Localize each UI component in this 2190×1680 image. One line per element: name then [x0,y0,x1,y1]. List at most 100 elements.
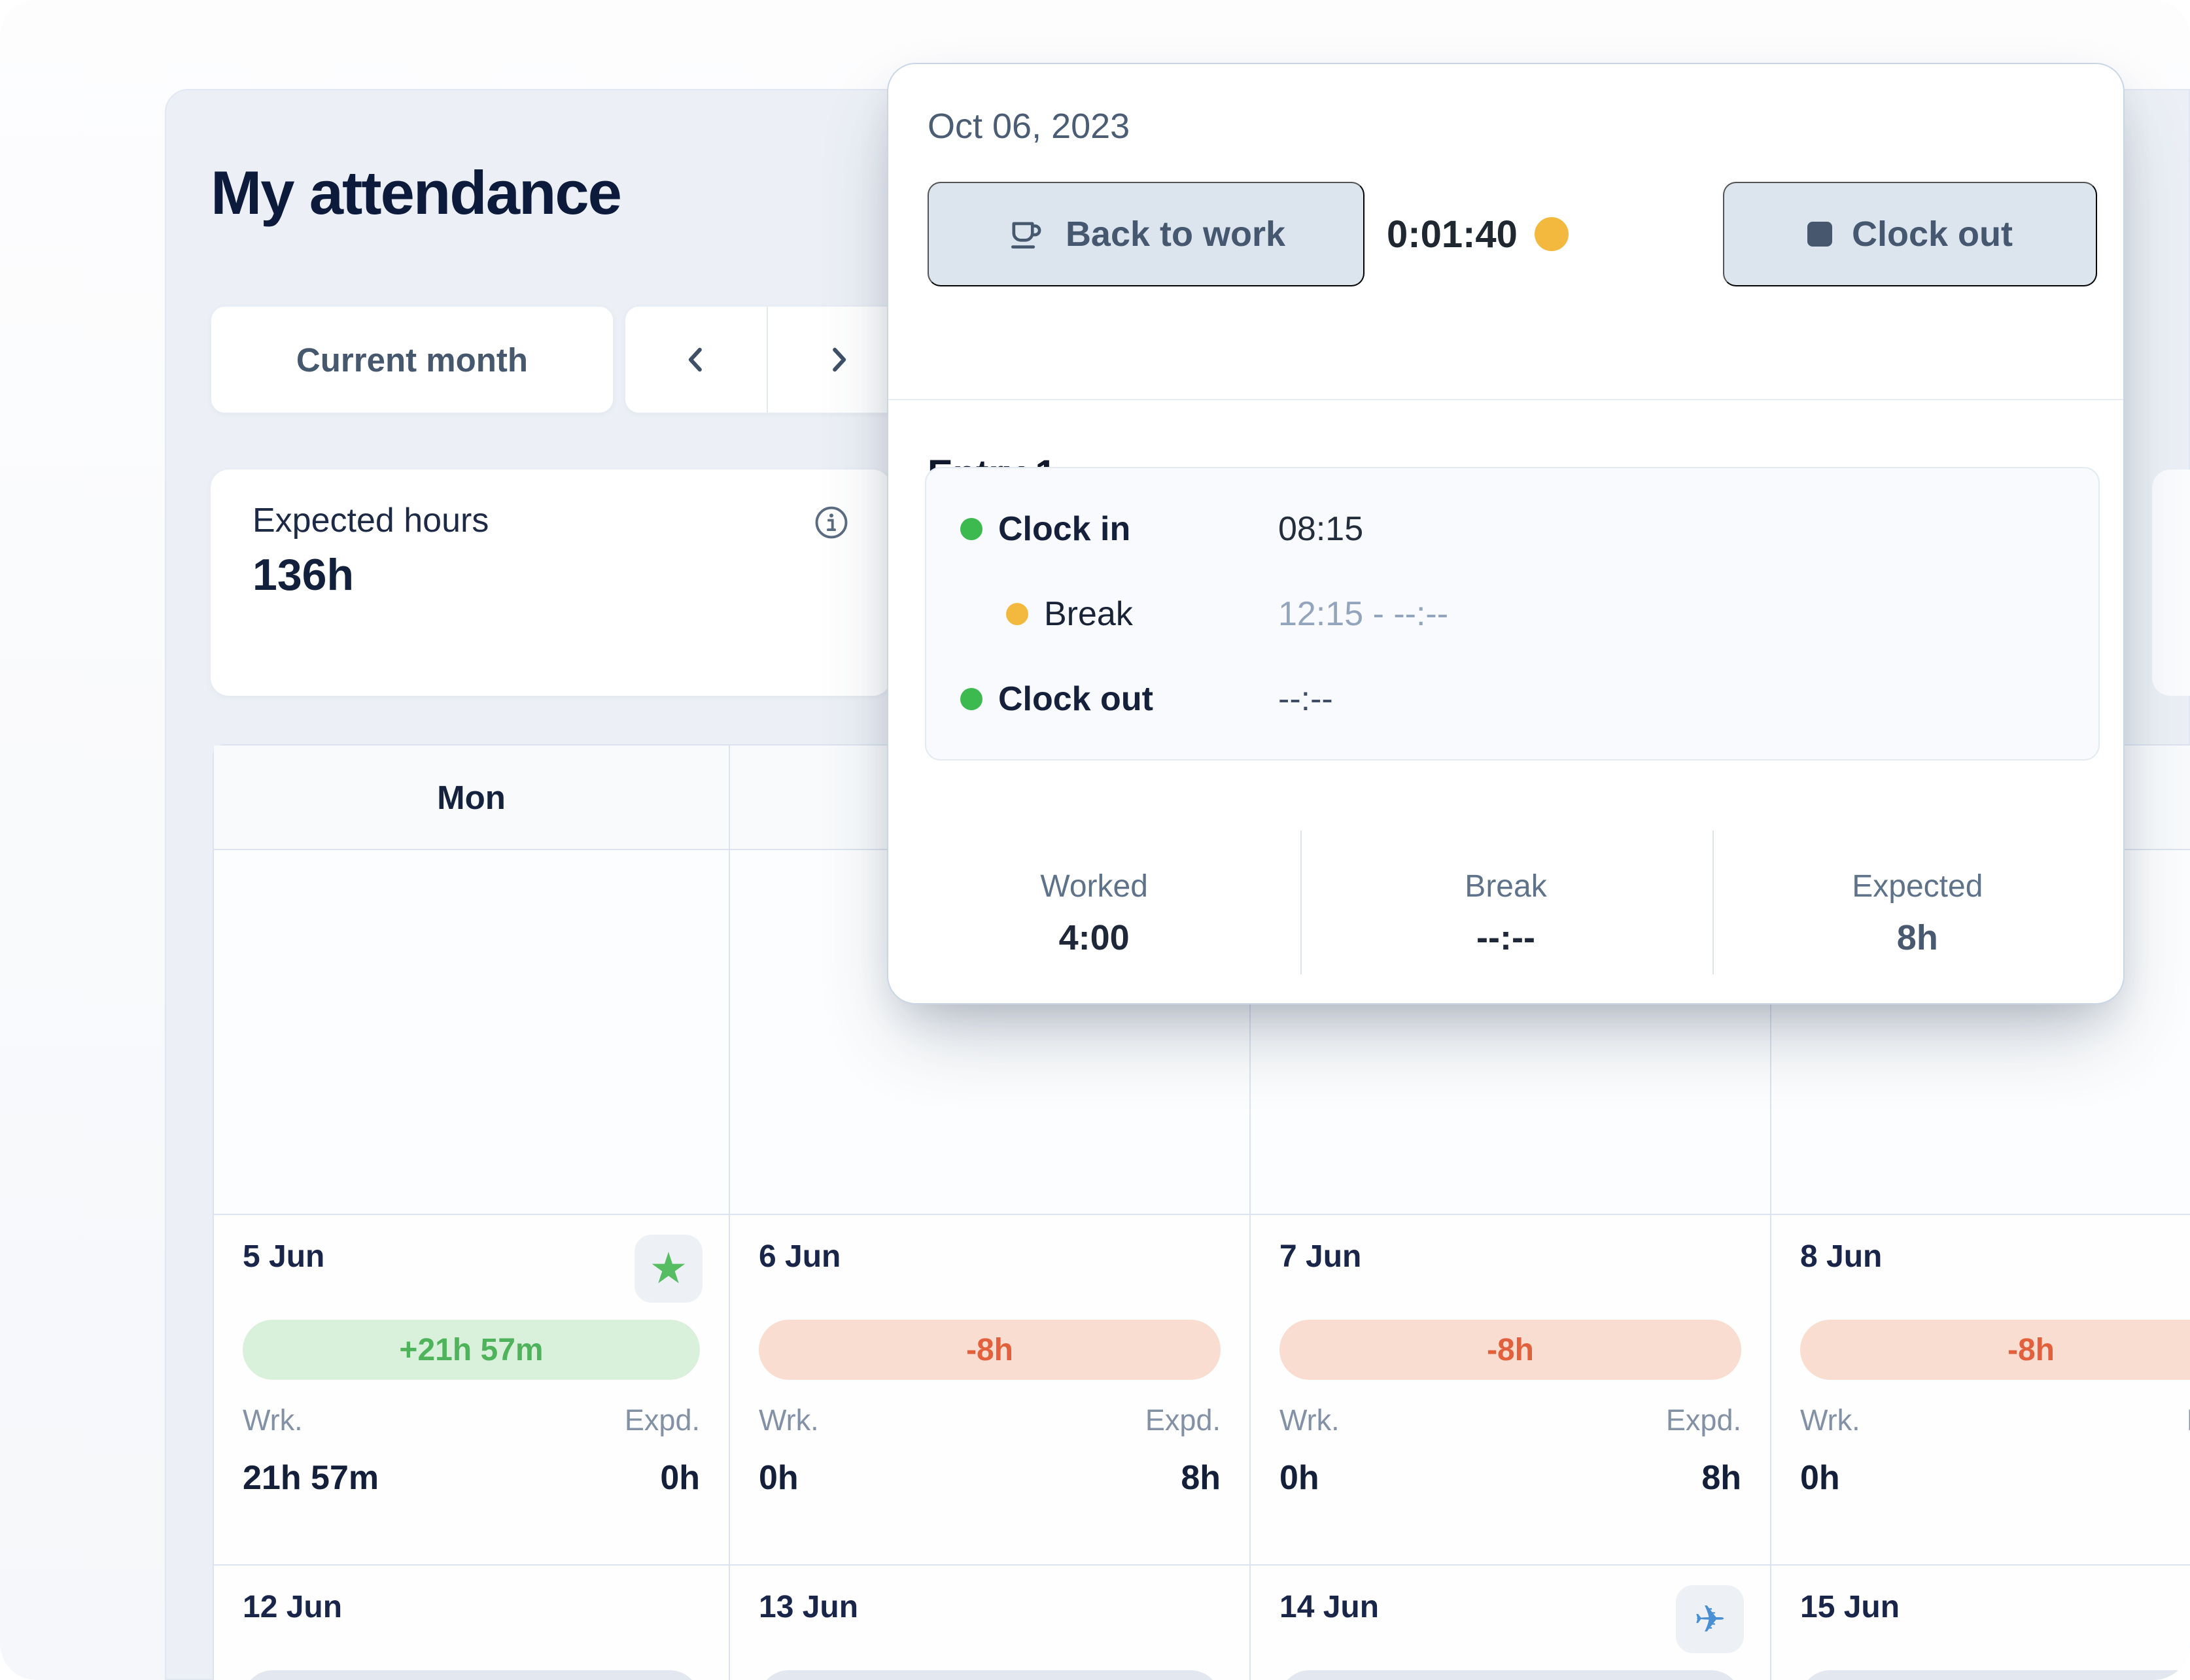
expected-stat-label: Expd. [624,1403,700,1437]
day-date-label: 12 Jun [243,1590,343,1624]
expected-stat-label: Expd. [1665,1403,1741,1437]
calendar-day-cell[interactable]: 15 Jun✈ [1771,1566,2190,1680]
calendar-empty-cell [214,850,730,1215]
summary-expected: Expected 8h [1712,815,2123,1003]
calendar-day-cell[interactable]: 6 Jun -8h Wrk. 0h Expd. 8h [730,1215,1251,1566]
day-stats: Wrk.0h Expd. 8h [759,1403,1221,1498]
worked-stat: Wrk. 0h [1800,1403,1860,1498]
day-date-label: 15 Jun [1800,1590,1900,1624]
entry-card: Clock in 08:15 Break 12:15 - --:-- Clock… [925,467,2100,761]
coffee-cup-icon [1011,222,1041,249]
worked-stat-value: 0h [1800,1459,1840,1497]
clock-out-row-label: Clock out [998,680,1153,718]
period-selector-button[interactable]: Current month [211,306,614,413]
worked-stat-label: Wrk. [759,1403,819,1437]
airplane-icon: ✈ [1694,1597,1726,1641]
clock-in-label: Clock in [998,510,1131,548]
worked-stat-label: Wrk. [243,1403,303,1437]
day-header-cell: Mon [214,746,730,850]
expected-stat-label: Expd. [1145,1403,1221,1437]
break-status-dot [1534,217,1569,251]
summary-worked-value: 4:00 [1058,918,1130,957]
expected-hours-label: Expected hours [252,502,489,540]
calendar-day-cell[interactable]: 14 Jun ✈ [1251,1566,1771,1680]
summary-break-label: Break [1465,869,1547,904]
popup-header-divider [888,399,2123,400]
day-date-label: 14 Jun [1279,1590,1380,1624]
break-value: 12:15 - --:-- [1278,595,1449,633]
worked-stat-value: 21h 57m [243,1459,379,1497]
green-dot-icon [960,518,982,540]
day-summary: Worked 4:00 Break --:-- Expected 8h [888,815,2123,1003]
back-to-work-button[interactable]: Back to work [928,182,1364,286]
calendar-day-cell[interactable]: 8 Jun -8h Wrk. 0h Expd.8h [1771,1215,2190,1566]
expected-stat: Expd. 0h [625,1403,700,1498]
calendar-day-cell[interactable]: 5 Jun ★ +21h 57m Wrk. 21h 57m Expd. 0h [214,1215,730,1566]
day-stats: Wrk. 21h 57m Expd. 0h [243,1403,700,1498]
delta-pill: -8h [1279,1320,1741,1380]
day-stats: Wrk. 0h Expd.8h [1279,1403,1741,1498]
next-month-button[interactable] [767,307,909,413]
day-stats: Wrk. 0h Expd.8h [1800,1403,2190,1498]
day-badge[interactable]: ★ [634,1235,703,1303]
summary-divider [1300,831,1302,974]
break-timer: 0:01:40 [1387,182,1569,286]
summary-expected-value: 8h [1896,918,1938,957]
expected-stat: Expd.8h [2187,1403,2190,1498]
summary-break-value: --:-- [1476,918,1535,957]
worked-stat-label: Wrk. [1279,1403,1340,1437]
break-row[interactable]: Break 12:15 - --:-- [926,572,2098,657]
expected-stat-label: Expd. [2187,1403,2190,1437]
secondary-stat-card [2152,470,2190,696]
stop-icon [1807,222,1832,247]
info-icon[interactable] [812,504,850,541]
day-date-label: 13 Jun [759,1590,859,1624]
chevron-right-icon [833,347,846,372]
month-nav-control [625,306,910,413]
expected-stat-value: 0h [660,1459,700,1497]
worked-stat: Wrk. 0h [759,1403,819,1498]
clock-out-row-value: --:-- [1278,680,1333,718]
summary-worked: Worked 4:00 [888,815,1300,1003]
worked-stat: Wrk. 0h [1279,1403,1340,1498]
calendar-day-cell[interactable]: 13 Jun [730,1566,1251,1680]
summary-break: Break --:-- [1300,815,1711,1003]
worked-stat-label: Wrk. [1800,1403,1860,1437]
expected-stat: Expd.8h [1666,1403,1741,1498]
day-date-label: 8 Jun [1800,1239,1883,1274]
clock-in-row[interactable]: Clock in 08:15 [926,487,2098,572]
delta-pill: -8h [759,1320,1221,1380]
worked-stat-value: 0h [1279,1459,1319,1497]
calendar-day-cell[interactable]: 7 Jun -8h Wrk. 0h Expd. 8h [1251,1215,1771,1566]
expected-stat: Expd. 8h [1145,1403,1221,1498]
delta-pill: -8h [1800,1320,2190,1380]
calendar-day-cell[interactable]: 12 Jun [214,1566,730,1680]
clock-out-label: Clock out [1851,214,2013,254]
summary-worked-label: Worked [1040,869,1148,904]
expected-stat-value: 8h [1181,1459,1221,1497]
page-title: My attendance [211,158,622,227]
star-icon: ★ [649,1243,688,1294]
delta-pill: +21h 57m [243,1320,700,1380]
break-timer-value: 0:01:40 [1387,213,1518,256]
expected-hours-card: Expected hours 136h [211,470,891,696]
green-dot-icon [960,688,982,710]
popup-date: Oct 06, 2023 [928,107,1130,146]
clock-out-row[interactable]: Clock out --:-- [926,657,2098,742]
summary-divider [1712,831,1714,974]
period-selector-label: Current month [296,341,529,379]
clock-in-value: 08:15 [1278,510,1364,548]
yellow-dot-icon [1006,603,1028,625]
clock-out-button[interactable]: Clock out [1723,182,2097,286]
prev-month-button[interactable] [625,307,767,413]
day-date-label: 7 Jun [1279,1239,1362,1274]
break-label: Break [1044,595,1133,633]
day-date-label: 6 Jun [759,1239,841,1274]
chevron-left-icon [688,347,702,372]
day-date-label: 5 Jun [243,1239,325,1274]
delta-pill [1800,1670,2190,1680]
summary-expected-label: Expected [1852,869,1983,904]
delta-pill [243,1670,700,1680]
day-badge[interactable]: ✈ [1676,1585,1744,1653]
expected-hours-value: 136h [252,550,354,600]
